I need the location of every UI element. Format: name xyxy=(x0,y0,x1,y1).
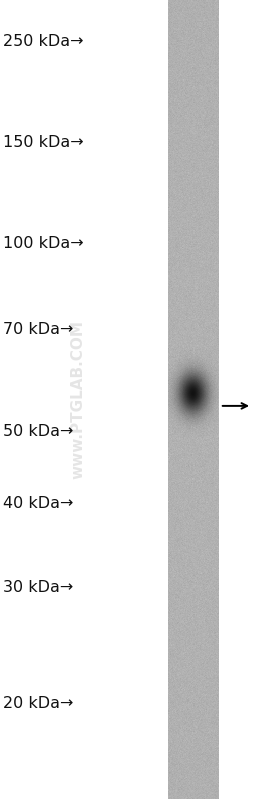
Text: 150 kDa→: 150 kDa→ xyxy=(3,135,83,149)
Text: 70 kDa→: 70 kDa→ xyxy=(3,322,73,336)
Text: www.PTGLAB.COM: www.PTGLAB.COM xyxy=(71,320,86,479)
Text: 20 kDa→: 20 kDa→ xyxy=(3,696,73,710)
Text: 30 kDa→: 30 kDa→ xyxy=(3,580,73,594)
Text: 100 kDa→: 100 kDa→ xyxy=(3,237,83,251)
Text: 40 kDa→: 40 kDa→ xyxy=(3,496,73,511)
Text: 250 kDa→: 250 kDa→ xyxy=(3,34,83,49)
Text: 50 kDa→: 50 kDa→ xyxy=(3,424,73,439)
